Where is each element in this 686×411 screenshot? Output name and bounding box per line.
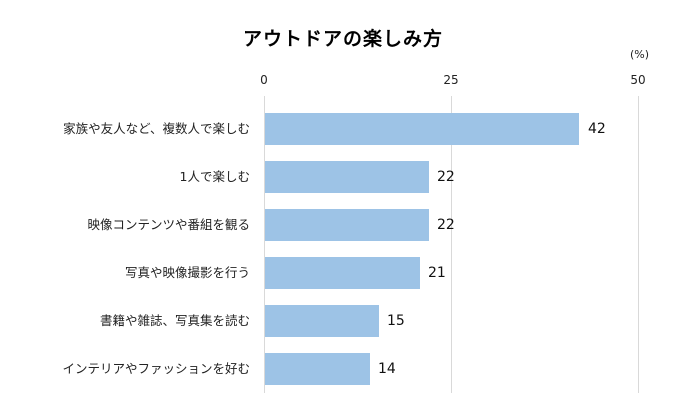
- bar: [265, 353, 370, 385]
- category-label: 写真や映像撮影を行う: [124, 265, 250, 280]
- bar: [265, 209, 429, 241]
- bar: [265, 161, 429, 193]
- gridline: [264, 96, 265, 393]
- category-label: 1人で楽しむ: [179, 169, 250, 184]
- value-label: 42: [588, 121, 606, 137]
- bar: [265, 113, 579, 145]
- value-label: 21: [428, 265, 446, 281]
- value-label: 22: [437, 169, 455, 185]
- value-label: 22: [437, 217, 455, 233]
- x-tick-label: 25: [443, 73, 459, 87]
- gridline: [451, 96, 452, 393]
- category-label: インテリアやファッションを好む: [62, 361, 250, 376]
- x-tick-label: 50: [630, 73, 646, 87]
- bar: [265, 305, 379, 337]
- value-label: 15: [387, 313, 405, 329]
- x-tick-label: 0: [260, 73, 268, 87]
- category-label: 映像コンテンツや番組を観る: [87, 217, 250, 232]
- chart-title: アウトドアの楽しみ方: [242, 28, 443, 50]
- bar: [265, 257, 420, 289]
- value-label: 14: [378, 361, 396, 377]
- category-label: 家族や友人など、複数人で楽しむ: [63, 121, 250, 136]
- unit-label: (%): [630, 48, 650, 61]
- category-label: 書籍や雑誌、写真集を読む: [99, 313, 250, 328]
- gridline: [638, 96, 639, 393]
